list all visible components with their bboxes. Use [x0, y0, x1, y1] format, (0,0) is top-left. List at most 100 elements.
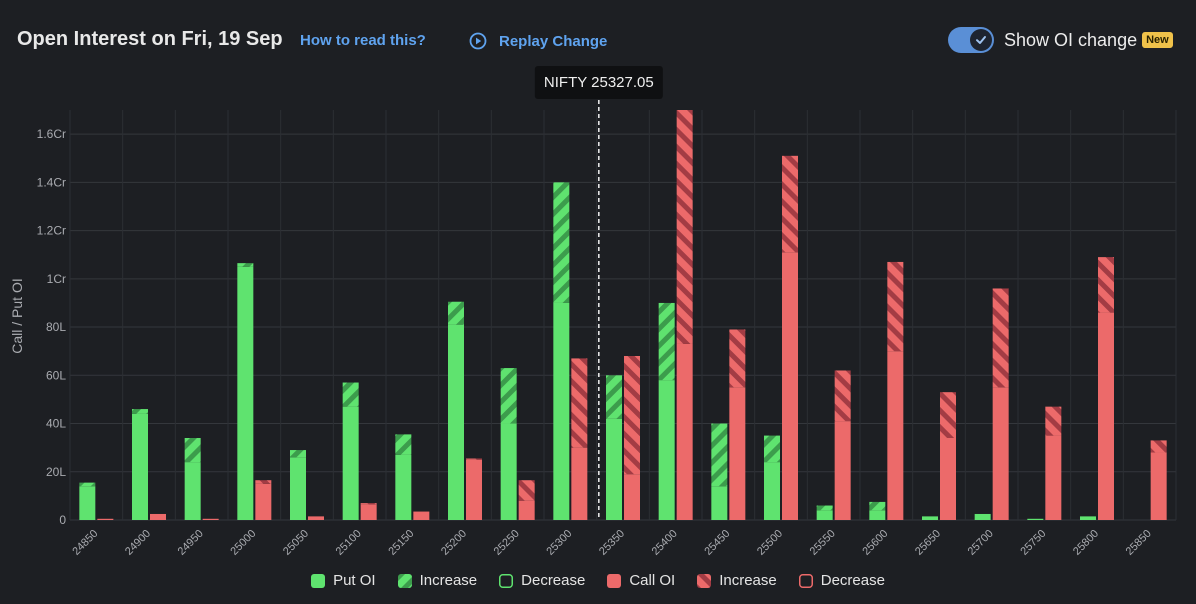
put-increase-bar — [658, 302, 675, 381]
y-tick-label: 1.6Cr — [37, 127, 66, 141]
check-icon — [976, 36, 986, 44]
x-tick-label: 25150 — [386, 528, 416, 558]
call-oi-swatch — [607, 573, 622, 588]
x-tick-label: 25300 — [544, 528, 574, 558]
x-tick-label: 25450 — [702, 528, 732, 558]
call-increase-bar — [360, 503, 377, 505]
put-oi-bar — [1027, 518, 1044, 520]
show-oi-change-toggle[interactable] — [948, 27, 994, 53]
strike-group — [79, 482, 114, 520]
strike-group — [1027, 406, 1062, 520]
strike-group — [1080, 257, 1114, 520]
x-tick-label: 24850 — [70, 528, 100, 558]
x-tick-label: 24900 — [123, 528, 153, 558]
call-oi-bar — [782, 252, 798, 520]
call-increase-bar — [729, 329, 746, 388]
call-oi-bar — [202, 518, 219, 520]
legend-label: Call OI — [629, 572, 676, 589]
legend-call-oi[interactable]: Call OI — [607, 572, 675, 589]
strike-group — [500, 368, 535, 520]
call-increase-bar — [624, 356, 640, 475]
y-tick-label: 1Cr — [47, 272, 66, 286]
put-oi-bar — [184, 462, 201, 520]
open-interest-chart: 0 20L 40L 60L 80L 1Cr 1.2Cr 1.4Cr 1.6Cr 24850 249… — [9, 66, 1177, 558]
y-tick-label: 1.2Cr — [37, 224, 66, 238]
y-axis-label: Call / Put OI — [9, 278, 25, 353]
x-tick-label: 25750 — [1018, 528, 1048, 558]
legend-label: Put OI — [333, 572, 376, 589]
call-oi-bar — [992, 387, 1009, 520]
call-oi-bar — [466, 459, 482, 520]
strike-group — [553, 182, 588, 520]
strike-group — [606, 356, 640, 520]
x-tick-label: 25850 — [1124, 528, 1154, 558]
legend-call-decrease[interactable]: Decrease — [798, 572, 885, 589]
y-tick-label: 20L — [46, 465, 66, 479]
put-increase-bar — [500, 368, 517, 424]
put-oi-bar — [132, 413, 148, 520]
put-oi-bar — [711, 486, 728, 520]
call-oi-bar — [887, 351, 904, 520]
x-tick-label: 25100 — [334, 528, 364, 558]
call-oi-bar — [729, 387, 746, 520]
call-increase-bar — [834, 370, 851, 422]
put-oi-bar — [79, 486, 96, 520]
x-tick-label: 25200 — [439, 528, 469, 558]
legend-put-increase[interactable]: Increase — [397, 572, 478, 589]
call-oi-bar — [97, 518, 114, 520]
chart-header: Open Interest on Fri, 19 Sep How to read… — [0, 0, 1196, 80]
how-to-read-link[interactable]: How to read this? — [300, 32, 426, 49]
x-tick-label: 25350 — [597, 528, 627, 558]
call-increase-bar — [1045, 406, 1062, 436]
replay-change-button[interactable]: Replay Change — [469, 30, 607, 52]
put-oi-bar — [290, 457, 306, 520]
legend-label: Increase — [419, 572, 478, 589]
legend-label: Decrease — [820, 572, 885, 589]
put-oi-bar — [500, 423, 517, 520]
toggle-knob — [970, 29, 992, 51]
new-badge: New — [1142, 32, 1173, 48]
call-increase-bar — [887, 261, 904, 352]
put-increase-bar — [816, 505, 833, 511]
y-tick-label: 0 — [59, 513, 66, 527]
legend-call-increase[interactable]: Increase — [697, 572, 777, 589]
legend-label: Decrease — [521, 572, 586, 589]
strike-group — [342, 382, 377, 520]
call-increase-bar — [940, 392, 956, 438]
call-oi-bar — [1045, 435, 1062, 520]
put-increase-bar — [869, 501, 886, 511]
page-title: Open Interest on Fri, 19 Sep — [17, 28, 283, 50]
legend-put-decrease[interactable]: Decrease — [499, 572, 585, 589]
call-oi-bar — [360, 504, 377, 520]
spot-price-marker: NIFTY 25327.05 — [534, 66, 663, 520]
oi-change-toggle-group: Show OI change New — [948, 26, 1173, 54]
put-oi-bar — [922, 516, 938, 520]
put-oi-bar — [448, 324, 464, 520]
call-oi-bar — [1098, 312, 1114, 520]
call-oi-bar — [1150, 452, 1167, 520]
call-increase-bar — [518, 480, 535, 501]
put-oi-bar — [658, 380, 675, 520]
call-decrease-swatch — [798, 573, 813, 588]
strike-group — [290, 450, 324, 520]
put-increase-swatch — [397, 573, 412, 588]
put-oi-bar — [342, 406, 359, 520]
put-increase-bar — [342, 382, 359, 407]
call-increase-bar — [782, 155, 798, 253]
x-tick-label: 24950 — [176, 528, 206, 558]
spot-price-tooltip — [534, 66, 663, 99]
legend-put-oi[interactable]: Put OI — [311, 572, 376, 589]
strike-group — [658, 110, 693, 520]
play-circle-icon — [469, 32, 487, 50]
call-increase-bar — [1150, 440, 1167, 453]
legend-label: Increase — [719, 572, 777, 589]
call-oi-bar — [150, 513, 166, 520]
x-tick-label: 25400 — [650, 528, 680, 558]
strike-group — [395, 434, 430, 520]
put-increase-bar — [184, 438, 201, 463]
spot-price-label: NIFTY 25327.05 — [544, 74, 654, 91]
strike-group — [922, 392, 956, 520]
put-increase-bar — [395, 434, 412, 455]
put-increase-bar — [764, 435, 780, 463]
put-oi-swatch — [311, 573, 326, 588]
